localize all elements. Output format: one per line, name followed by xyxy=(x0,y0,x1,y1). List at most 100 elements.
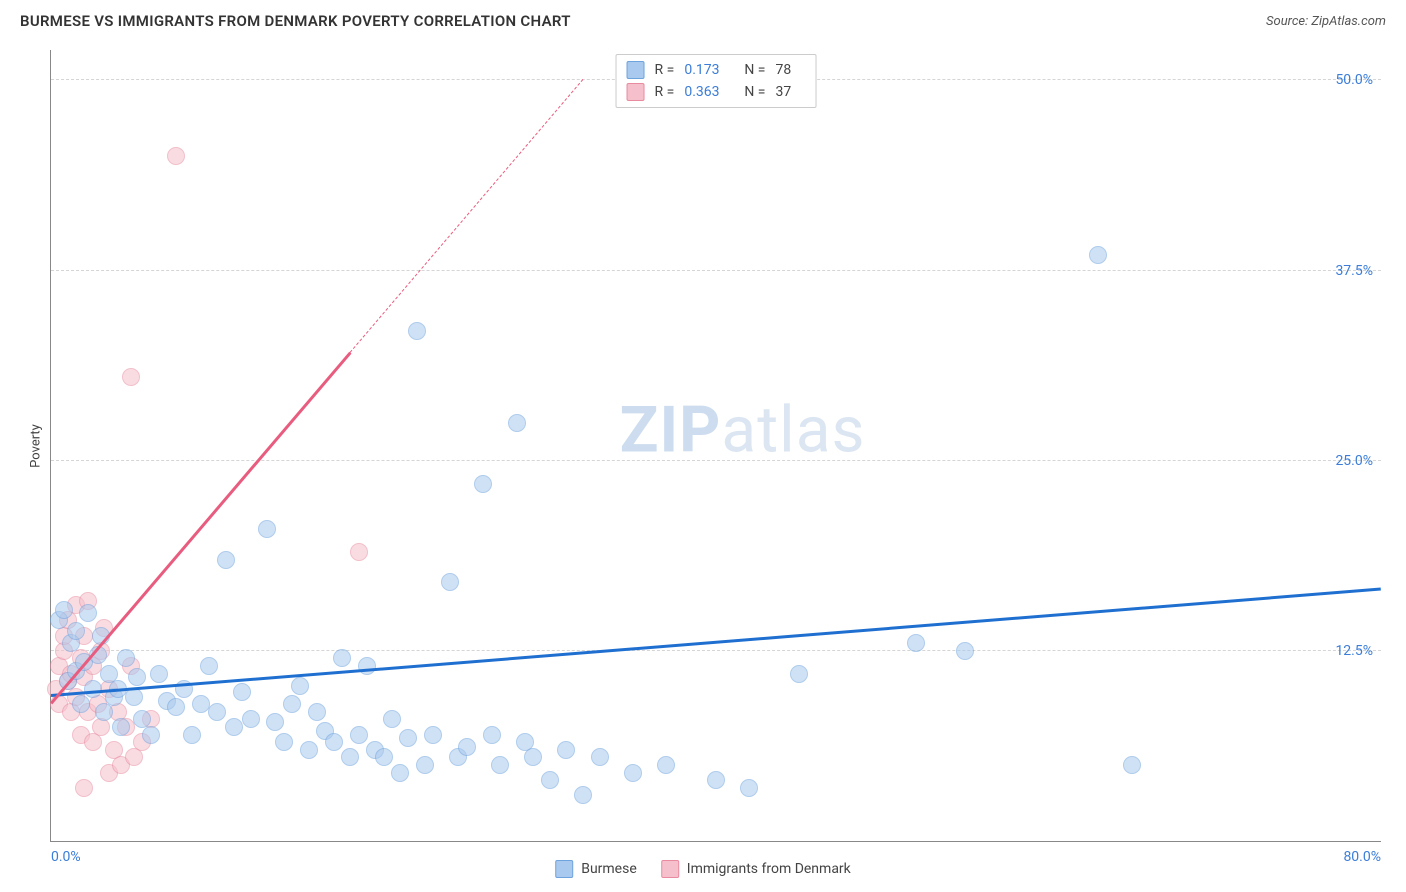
data-point xyxy=(150,665,168,683)
x-tick-label: 80.0% xyxy=(1343,849,1381,865)
data-point xyxy=(657,756,675,774)
data-point xyxy=(1123,756,1141,774)
data-point xyxy=(275,733,293,751)
legend-swatch-denmark xyxy=(661,860,679,878)
data-point xyxy=(541,771,559,789)
data-point xyxy=(483,726,501,744)
stats-r-value: 0.363 xyxy=(684,84,734,100)
data-point xyxy=(122,368,140,386)
data-point xyxy=(300,741,318,759)
data-point xyxy=(408,322,426,340)
data-point xyxy=(167,698,185,716)
data-point xyxy=(350,543,368,561)
legend-label-burmese: Burmese xyxy=(581,861,637,877)
data-point xyxy=(217,551,235,569)
gridline xyxy=(51,460,1381,461)
chart-header: BURMESE VS IMMIGRANTS FROM DENMARK POVER… xyxy=(0,0,1406,38)
trend-line xyxy=(51,588,1381,697)
data-point xyxy=(117,649,135,667)
data-point xyxy=(183,726,201,744)
y-tick-label: 50.0% xyxy=(1335,72,1373,88)
data-point xyxy=(325,733,343,751)
data-point xyxy=(192,695,210,713)
stats-row: R = 0.173 N = 78 xyxy=(627,59,806,81)
y-tick-label: 25.0% xyxy=(1335,453,1373,469)
stats-r-label: R = xyxy=(655,84,675,100)
data-point xyxy=(208,703,226,721)
data-point xyxy=(375,748,393,766)
stats-swatch xyxy=(627,61,645,79)
y-tick-label: 37.5% xyxy=(1335,263,1373,279)
data-point xyxy=(441,573,459,591)
data-point xyxy=(200,657,218,675)
data-point xyxy=(591,748,609,766)
data-point xyxy=(283,695,301,713)
data-point xyxy=(84,680,102,698)
data-point xyxy=(92,718,110,736)
data-point xyxy=(424,726,442,744)
data-point xyxy=(258,520,276,538)
data-point xyxy=(350,726,368,744)
stats-n-label: N = xyxy=(744,84,765,100)
data-point xyxy=(55,601,73,619)
data-point xyxy=(308,703,326,721)
bottom-legend: Burmese Immigrants from Denmark xyxy=(555,860,851,878)
data-point xyxy=(491,756,509,774)
data-point xyxy=(508,414,526,432)
legend-label-denmark: Immigrants from Denmark xyxy=(687,861,851,877)
data-point xyxy=(142,726,160,744)
stats-r-label: R = xyxy=(655,62,675,78)
stats-n-value: 78 xyxy=(775,62,805,78)
x-tick-label: 0.0% xyxy=(51,849,81,865)
data-point xyxy=(391,764,409,782)
data-point xyxy=(740,779,758,797)
stats-row: R = 0.363 N = 37 xyxy=(627,81,806,103)
legend-swatch-burmese xyxy=(555,860,573,878)
watermark: ZIPatlas xyxy=(620,392,866,467)
chart-title: BURMESE VS IMMIGRANTS FROM DENMARK POVER… xyxy=(20,12,571,30)
data-point xyxy=(474,475,492,493)
data-point xyxy=(1089,246,1107,264)
data-point xyxy=(75,779,93,797)
data-point xyxy=(333,649,351,667)
stats-box: R = 0.173 N = 78 R = 0.363 N = 37 xyxy=(616,54,817,108)
y-axis-label: Poverty xyxy=(28,424,43,468)
data-point xyxy=(624,764,642,782)
data-point xyxy=(67,622,85,640)
data-point xyxy=(72,695,90,713)
data-point xyxy=(233,683,251,701)
data-point xyxy=(341,748,359,766)
data-point xyxy=(266,713,284,731)
data-point xyxy=(167,147,185,165)
stats-n-value: 37 xyxy=(775,84,805,100)
data-point xyxy=(790,665,808,683)
chart-plot-area: ZIPatlas 12.5%25.0%37.5%50.0%0.0%80.0%R … xyxy=(50,50,1381,842)
trend-line-dashed xyxy=(350,80,584,354)
data-point xyxy=(79,604,97,622)
data-point xyxy=(399,729,417,747)
data-point xyxy=(956,642,974,660)
data-point xyxy=(291,677,309,695)
y-tick-label: 12.5% xyxy=(1335,643,1373,659)
stats-n-label: N = xyxy=(744,62,765,78)
data-point xyxy=(524,748,542,766)
data-point xyxy=(358,657,376,675)
data-point xyxy=(383,710,401,728)
data-point xyxy=(907,634,925,652)
chart-source: Source: ZipAtlas.com xyxy=(1266,14,1386,29)
legend-item-denmark: Immigrants from Denmark xyxy=(661,860,851,878)
data-point xyxy=(112,718,130,736)
stats-swatch xyxy=(627,83,645,101)
stats-r-value: 0.173 xyxy=(684,62,734,78)
data-point xyxy=(707,771,725,789)
data-point xyxy=(128,668,146,686)
data-point xyxy=(242,710,260,728)
data-point xyxy=(458,738,476,756)
gridline xyxy=(51,650,1381,651)
data-point xyxy=(225,718,243,736)
gridline xyxy=(51,270,1381,271)
data-point xyxy=(416,756,434,774)
data-point xyxy=(557,741,575,759)
data-point xyxy=(95,703,113,721)
legend-item-burmese: Burmese xyxy=(555,860,637,878)
